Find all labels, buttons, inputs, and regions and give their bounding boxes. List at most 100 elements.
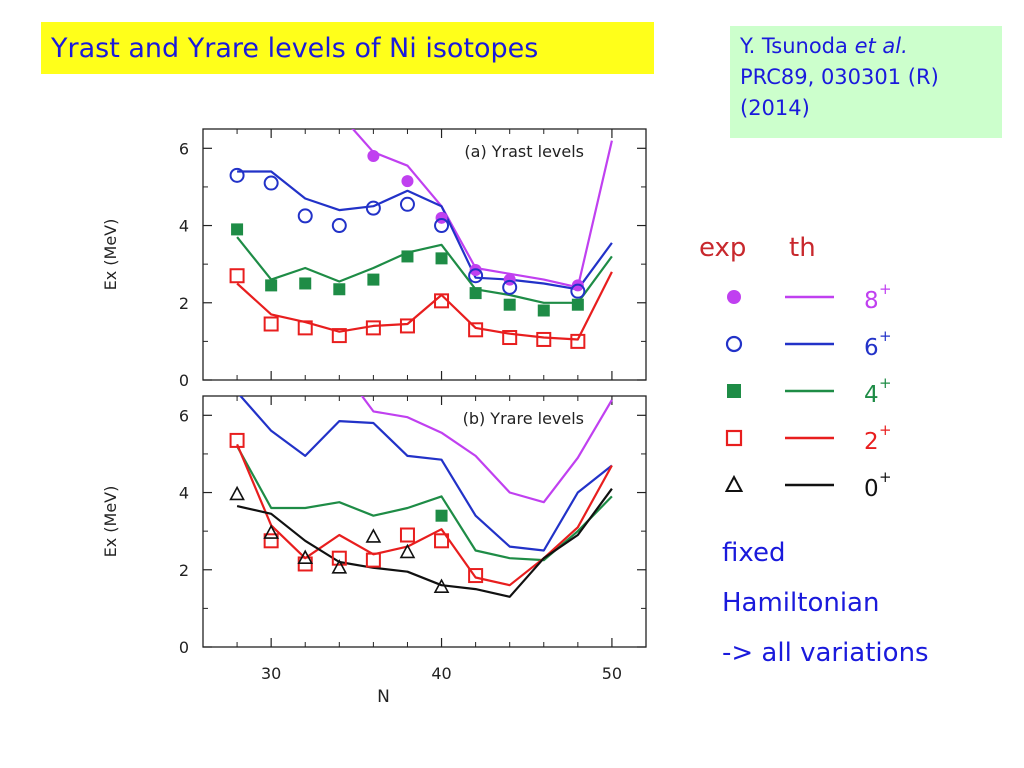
exp-point-2plus [434, 533, 450, 549]
exp-point-4plus [571, 298, 584, 311]
legend-label: 0 [864, 476, 879, 502]
y-tick-label: 2 [179, 561, 189, 580]
reference-author-line: Y. Tsunoda et al. [730, 26, 1002, 62]
theory-line-8plus [360, 396, 613, 504]
panel-a: 0 2 4 6 Ex (MeV) (a) Yrast levels [101, 128, 647, 390]
exp-point-4plus [435, 252, 448, 265]
legend-marker [727, 384, 741, 398]
exp-point-2plus [331, 328, 347, 344]
exp-point-0plus [365, 528, 382, 543]
legend-th-header: th [789, 233, 816, 263]
legend-label-sup: + [879, 280, 892, 298]
y-axis-label: Ex (MeV) [101, 486, 120, 558]
exp-point-4plus [503, 298, 516, 311]
exp-point-8plus [503, 273, 516, 286]
exp-point-6plus [434, 218, 450, 234]
exp-point-2plus [434, 293, 450, 309]
legend-label-sup: + [879, 468, 892, 486]
theory-line-0plus [236, 488, 613, 598]
page-title: Yrast and Yrare levels of Ni isotopes [51, 32, 539, 64]
y-tick-label: 6 [179, 406, 189, 425]
exp-point-4plus [537, 304, 550, 317]
panel-title: (a) Yrast levels [464, 142, 584, 161]
exp-point-4plus [299, 277, 312, 290]
note-line-1: fixed [722, 538, 786, 568]
exp-point-2plus [229, 432, 245, 448]
theory-line-4plus [236, 236, 613, 304]
exp-point-4plus [435, 509, 448, 522]
note-line-2: Hamiltonian [722, 588, 880, 618]
x-tick-label: 30 [261, 664, 281, 683]
axes-frame [202, 395, 647, 648]
legend-label: 8 [864, 288, 879, 314]
exp-point-0plus [297, 549, 314, 564]
exp-point-2plus [297, 320, 313, 336]
theory-line-6plus [239, 396, 613, 552]
y-tick-label: 0 [179, 371, 189, 390]
reference-box: Y. Tsunoda et al. PRC89, 030301 (R) (201… [730, 26, 1002, 138]
exp-point-0plus [399, 543, 416, 559]
legend-marker [727, 290, 741, 304]
plot-area [229, 396, 613, 598]
theory-line-4plus [236, 445, 613, 562]
exp-point-8plus [401, 175, 414, 188]
x-axis-label: N [377, 687, 390, 707]
exp-point-2plus [263, 316, 279, 332]
plot-area [229, 129, 613, 349]
reference-author: Y. Tsunoda [740, 34, 848, 58]
exp-point-2plus [365, 320, 381, 336]
legend-marker [724, 474, 744, 492]
y-tick-label: 0 [179, 638, 189, 657]
exp-point-0plus [229, 485, 245, 501]
panel-b: 0 2 4 6 30 40 50 Ex (MeV) N (b) Yrare levels [101, 395, 647, 707]
exp-point-4plus [265, 279, 278, 292]
x-tick-label: 50 [602, 664, 622, 683]
exp-point-2plus [399, 318, 415, 334]
legend-label-sup: + [879, 327, 892, 345]
legend-label: 6 [864, 335, 879, 361]
y-tick-label: 6 [179, 139, 189, 158]
exp-point-2plus [502, 330, 518, 346]
exp-point-6plus [399, 196, 415, 212]
exp-point-2plus [570, 333, 586, 349]
exp-point-0plus [433, 578, 450, 593]
panel-title: (b) Yrare levels [463, 409, 584, 428]
reference-journal: PRC89, 030301 (R) [740, 65, 939, 89]
exp-point-4plus [333, 283, 346, 296]
y-tick-label: 4 [179, 484, 189, 503]
y-tick-label: 4 [179, 217, 189, 236]
axes-frame [202, 128, 647, 381]
legend-label-sup: + [879, 421, 892, 439]
theory-line-2plus [236, 443, 613, 587]
y-axis-label: Ex (MeV) [101, 219, 120, 291]
exp-point-2plus [536, 331, 552, 347]
reference-etal: et al. [854, 34, 908, 58]
exp-point-6plus [263, 175, 279, 191]
exp-point-4plus [367, 273, 380, 286]
exp-point-6plus [365, 200, 381, 216]
exp-point-4plus [469, 287, 482, 300]
exp-point-6plus [570, 283, 586, 299]
reference-year: (2014) [740, 96, 810, 120]
legend-label-sup: + [879, 374, 892, 392]
title-banner: Yrast and Yrare levels of Ni isotopes [41, 22, 654, 74]
exp-point-6plus [229, 167, 245, 183]
exp-point-0plus [263, 524, 279, 539]
exp-point-6plus [468, 268, 484, 284]
theory-line-6plus [237, 170, 613, 291]
exp-point-6plus [297, 208, 313, 224]
exp-point-2plus [399, 527, 415, 543]
legend-marker [725, 429, 743, 447]
exp-point-0plus [331, 559, 348, 574]
legend-exp-header: exp [699, 233, 746, 263]
exp-point-2plus [229, 268, 245, 284]
exp-point-4plus [401, 250, 414, 263]
exp-point-2plus [365, 552, 381, 568]
exp-point-8plus [435, 211, 448, 224]
legend: exp th8 +6 +4 +2 +0 + [699, 233, 892, 502]
exp-point-2plus [468, 322, 484, 338]
legend-label: 4 [864, 382, 879, 408]
x-tick-label: 40 [431, 664, 451, 683]
exp-point-6plus [331, 218, 347, 234]
